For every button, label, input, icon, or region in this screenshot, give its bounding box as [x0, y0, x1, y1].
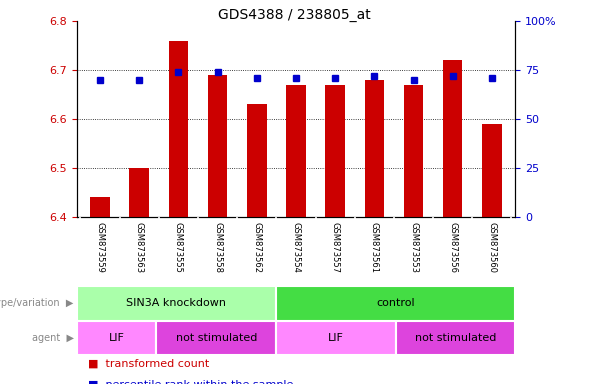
Text: GDS4388 / 238805_at: GDS4388 / 238805_at	[218, 8, 371, 22]
Text: GSM873557: GSM873557	[330, 222, 340, 273]
Bar	[208, 75, 227, 217]
Bar	[396, 321, 515, 355]
Text: GSM873553: GSM873553	[409, 222, 418, 273]
Text: GSM873561: GSM873561	[370, 222, 379, 273]
Text: not stimulated: not stimulated	[176, 333, 257, 343]
Text: GSM873560: GSM873560	[487, 222, 497, 273]
Text: genotype/variation  ▶: genotype/variation ▶	[0, 298, 74, 308]
Text: ■  transformed count: ■ transformed count	[88, 359, 210, 369]
Bar	[168, 41, 188, 217]
Bar	[90, 197, 110, 217]
Bar	[482, 124, 502, 217]
Text: GSM873562: GSM873562	[252, 222, 262, 273]
Text: control: control	[376, 298, 415, 308]
Text: GSM873558: GSM873558	[213, 222, 222, 273]
Text: GSM873556: GSM873556	[448, 222, 457, 273]
Text: SIN3A knockdown: SIN3A knockdown	[126, 298, 226, 308]
Text: ■  percentile rank within the sample: ■ percentile rank within the sample	[88, 380, 294, 384]
Text: LIF: LIF	[108, 333, 124, 343]
Bar	[443, 60, 462, 217]
Bar	[276, 321, 396, 355]
Text: GSM873554: GSM873554	[292, 222, 300, 273]
Bar	[156, 321, 276, 355]
Text: GSM873559: GSM873559	[95, 222, 105, 273]
Text: GSM873555: GSM873555	[174, 222, 183, 273]
Bar	[247, 104, 267, 217]
Bar	[77, 321, 156, 355]
Text: agent  ▶: agent ▶	[32, 333, 74, 343]
Text: GSM873563: GSM873563	[135, 222, 144, 274]
Bar	[276, 286, 515, 321]
Bar	[325, 85, 345, 217]
Bar	[130, 168, 149, 217]
Bar	[286, 85, 306, 217]
Text: LIF: LIF	[328, 333, 344, 343]
Text: not stimulated: not stimulated	[415, 333, 496, 343]
Bar	[365, 80, 384, 217]
Bar	[403, 85, 423, 217]
Bar	[77, 286, 276, 321]
